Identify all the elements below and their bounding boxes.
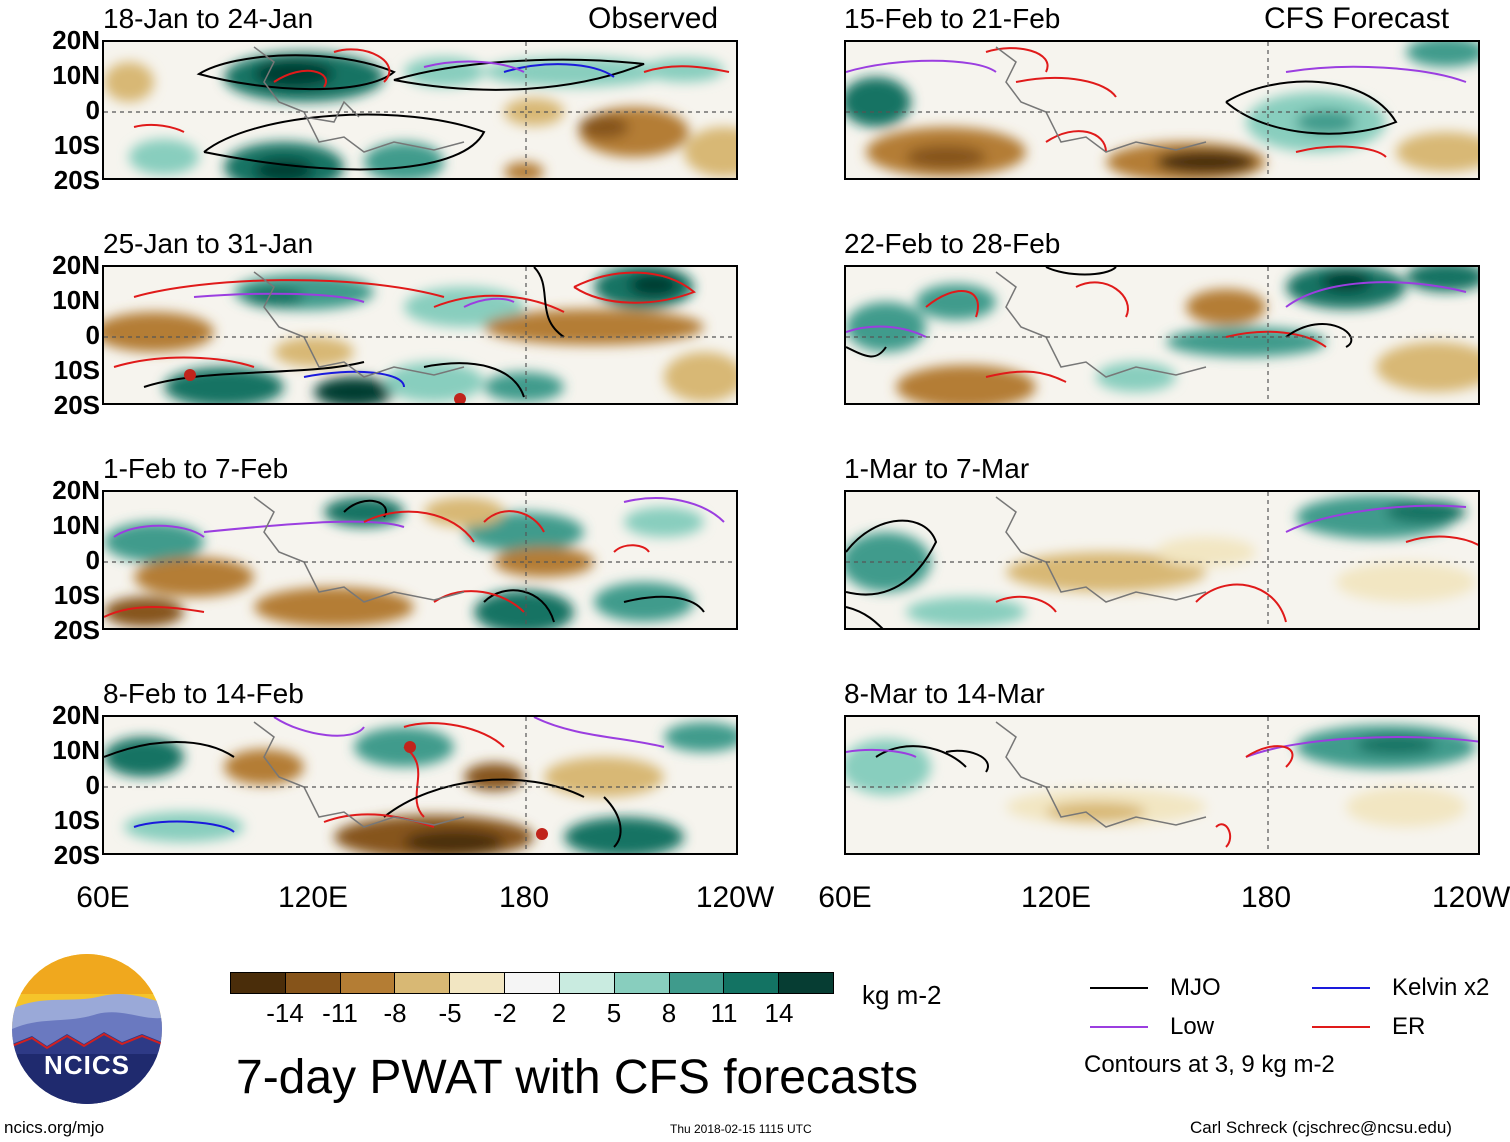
pwat-field-fc-2	[846, 267, 1478, 403]
pwat-field-fc-1	[846, 42, 1478, 178]
legend-line-low	[1090, 1026, 1148, 1028]
map-panel-obs-2	[102, 265, 738, 405]
map-panel-obs-4	[102, 715, 738, 855]
lat-label-10s: 10S	[53, 805, 100, 835]
legend-label-er: ER	[1392, 1013, 1426, 1040]
tc-marker-s	[404, 741, 416, 753]
pwat-field-fc-3	[846, 492, 1478, 628]
colorbar-swatch	[395, 973, 451, 993]
tc-marker-c	[184, 369, 196, 381]
colorbar	[230, 972, 834, 994]
contour-note: Contours at 3, 9 kg m-2	[1084, 1051, 1335, 1078]
lat-label-10s: 10S	[53, 580, 100, 610]
tc-marker-g	[536, 828, 548, 840]
logo-text: NCICS	[44, 1050, 130, 1080]
footer-timestamp: Thu 2018-02-15 1115 UTC	[670, 1122, 812, 1136]
lat-label-0: 0	[85, 95, 100, 125]
lat-label-20s: 20S	[53, 390, 100, 420]
panel-title-fc-3: 1-Mar to 7-Mar	[844, 453, 1030, 484]
lat-label-20n: 20N	[52, 700, 100, 730]
colorbar-swatch	[614, 973, 670, 993]
panel-title-fc-1: 15-Feb to 21-Feb	[844, 3, 1061, 34]
legend-label-mjo: MJO	[1170, 974, 1221, 1001]
map-panel-fc-4	[844, 715, 1480, 855]
colorbar-tick: 2	[551, 998, 567, 1028]
pwat-field-obs-1	[104, 42, 736, 178]
lat-label-0: 0	[85, 545, 100, 575]
panel-title-obs-1: 18-Jan to 24-Jan	[103, 3, 314, 34]
footer-author: Carl Schreck (cjschrec@ncsu.edu)	[1190, 1118, 1452, 1137]
colorbar-swatch	[669, 973, 725, 993]
colorbar-swatch	[505, 973, 560, 993]
colorbar-tick: 8	[661, 998, 677, 1028]
lat-label-10n: 10N	[52, 510, 100, 540]
lat-label-0: 0	[85, 320, 100, 350]
colorbar-tick: -8	[383, 998, 407, 1028]
lon-label-60e: 60E	[818, 881, 872, 914]
pwat-field-obs-4	[104, 717, 736, 853]
lon-label-120e: 120E	[277, 881, 349, 914]
tc-marker-f	[454, 393, 466, 403]
pwat-field-obs-3	[104, 492, 736, 628]
colorbar-tick: -14	[266, 998, 304, 1028]
lat-label-20n: 20N	[52, 25, 100, 55]
colorbar-tick: 5	[606, 998, 622, 1028]
map-panel-obs-1	[102, 40, 738, 180]
map-panel-fc-2	[844, 265, 1480, 405]
observed-header: Observed	[588, 2, 719, 35]
colorbar-unit: kg m-2	[862, 980, 942, 1010]
lat-label-10n: 10N	[52, 735, 100, 765]
legend-line-kelvin	[1312, 987, 1370, 989]
lat-label-20n: 20N	[52, 475, 100, 505]
pwat-field-fc-4	[846, 717, 1478, 853]
lon-label-120e: 120E	[1020, 881, 1092, 914]
lat-label-10s: 10S	[53, 130, 100, 160]
panel-title-fc-2: 22-Feb to 28-Feb	[844, 228, 1061, 259]
colorbar-swatch	[340, 973, 396, 993]
colorbar-tick: 11	[710, 998, 738, 1028]
colorbar-tick: -5	[438, 998, 462, 1028]
colorbar-swatch	[779, 973, 833, 993]
panel-title-obs-4: 8-Feb to 14-Feb	[103, 678, 304, 709]
lat-label-20s: 20S	[53, 615, 100, 645]
colorbar-tick: -2	[493, 998, 517, 1028]
colorbar-swatch	[559, 973, 615, 993]
colorbar-tick: -11	[322, 998, 358, 1028]
colorbar-swatch	[285, 973, 341, 993]
lat-label-20s: 20S	[53, 840, 100, 870]
lon-label-60e: 60E	[76, 881, 130, 914]
legend-label-low: Low	[1170, 1013, 1215, 1040]
legend-label-kelvin: Kelvin x2	[1392, 974, 1490, 1001]
colorbar-swatch	[450, 973, 506, 993]
colorbar-swatch	[724, 973, 780, 993]
panel-title-fc-4: 8-Mar to 14-Mar	[844, 678, 1045, 709]
map-panel-fc-1	[844, 40, 1480, 180]
ncics-logo	[12, 954, 162, 1104]
lat-label-20s: 20S	[53, 165, 100, 195]
panel-title-obs-2: 25-Jan to 31-Jan	[103, 228, 314, 259]
cfs-forecast-header: CFS Forecast	[1264, 2, 1450, 35]
legend-line-mjo	[1090, 987, 1148, 989]
panel-title-obs-3: 1-Feb to 7-Feb	[103, 453, 289, 484]
lat-label-10n: 10N	[52, 285, 100, 315]
lat-label-20n: 20N	[52, 250, 100, 280]
lon-label-120w: 120W	[695, 881, 775, 914]
lon-label-180: 180	[1240, 881, 1292, 914]
map-panel-fc-3	[844, 490, 1480, 630]
lat-label-10s: 10S	[53, 355, 100, 385]
lon-label-120w: 120W	[1432, 881, 1510, 914]
legend-line-er	[1312, 1026, 1370, 1028]
colorbar-tick: 14	[764, 998, 794, 1028]
footer-website: ncics.org/mjo	[4, 1118, 105, 1137]
main-title: 7-day PWAT with CFS forecasts	[236, 1051, 918, 1104]
lat-label-0: 0	[85, 770, 100, 800]
colorbar-swatch	[231, 973, 286, 993]
lat-label-10n: 10N	[52, 60, 100, 90]
lon-label-180: 180	[498, 881, 550, 914]
map-panel-obs-3	[102, 490, 738, 630]
pwat-field-obs-2	[104, 267, 736, 403]
